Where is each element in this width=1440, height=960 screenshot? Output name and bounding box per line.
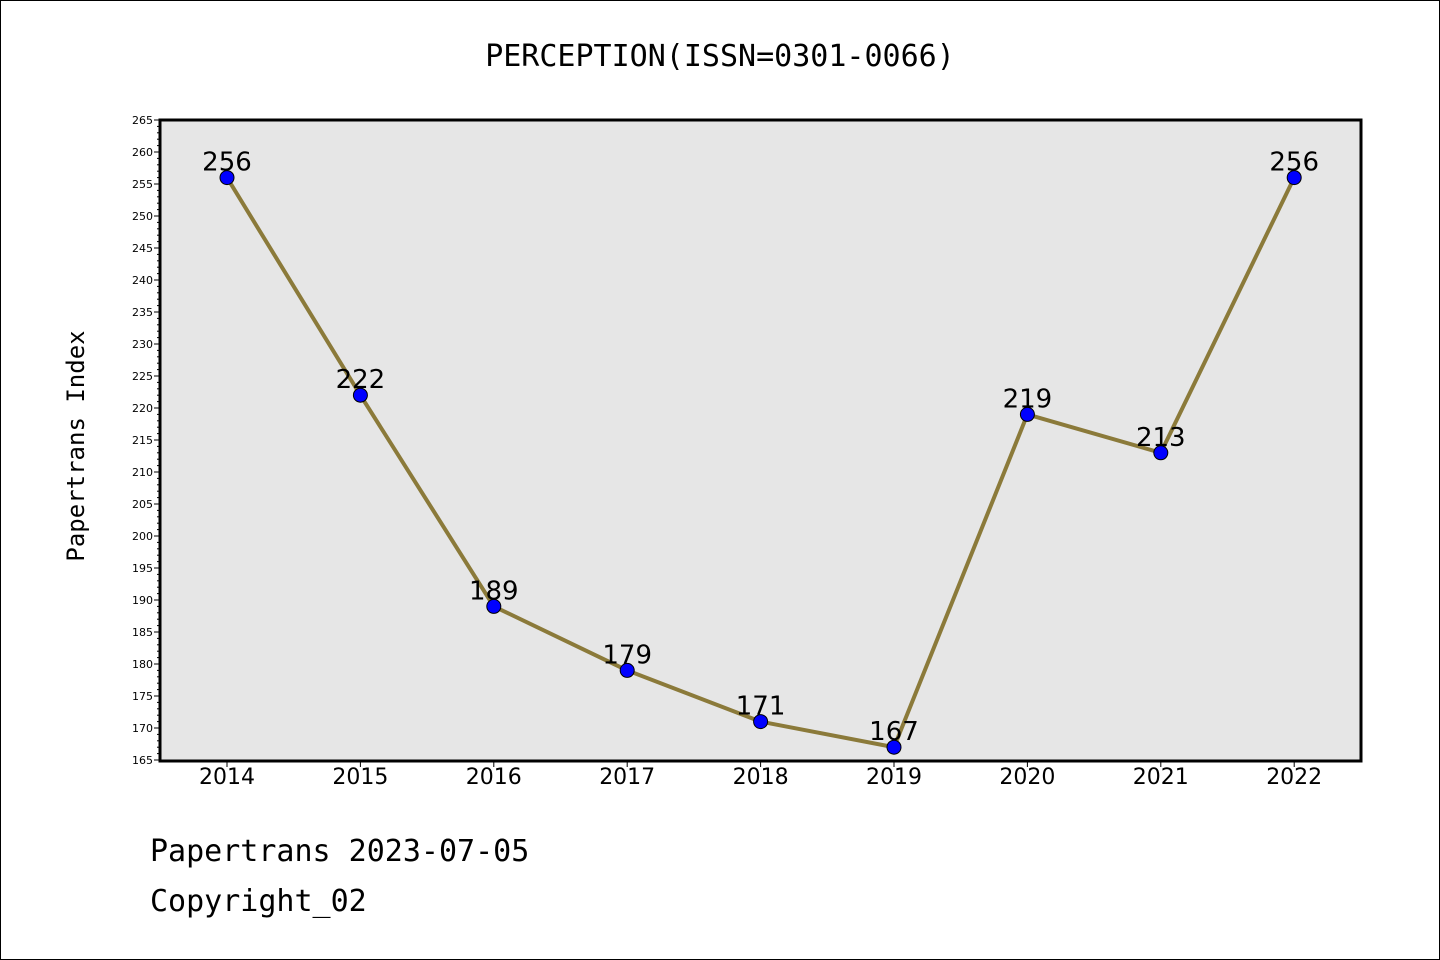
y-tick-label: 185 bbox=[132, 626, 153, 639]
y-axis: 165 170 175 180 185 190 195 200 205 210 215 220 225 2… bbox=[132, 114, 160, 767]
y-tick-label: 165 bbox=[132, 754, 153, 767]
y-tick-label: 200 bbox=[132, 530, 153, 543]
data-label: 222 bbox=[336, 365, 386, 395]
data-label: 256 bbox=[1269, 148, 1319, 178]
x-axis: 2014 2015 2016 2017 2018 2019 2020 2021 2022 bbox=[199, 761, 1322, 790]
y-tick-label: 175 bbox=[132, 690, 153, 703]
y-tick-label: 180 bbox=[132, 658, 153, 671]
data-label: 213 bbox=[1136, 423, 1186, 453]
x-tick-label: 2016 bbox=[466, 765, 522, 790]
footer-copyright: Copyright_02 bbox=[150, 884, 367, 919]
x-tick-label: 2014 bbox=[199, 765, 255, 790]
data-point-marker bbox=[219, 170, 235, 186]
data-label: 256 bbox=[202, 148, 252, 178]
y-axis-label: Papertrans Index bbox=[62, 330, 90, 561]
y-tick-label: 235 bbox=[132, 306, 153, 319]
data-label: 219 bbox=[1003, 384, 1053, 414]
data-point-marker bbox=[486, 598, 502, 614]
y-tick-label: 260 bbox=[132, 146, 153, 159]
y-tick-label: 205 bbox=[132, 498, 153, 511]
y-tick-label: 190 bbox=[132, 594, 153, 607]
x-tick-label: 2019 bbox=[866, 765, 922, 790]
data-label: 167 bbox=[869, 717, 919, 747]
y-tick-label: 230 bbox=[132, 338, 153, 351]
data-point-marker bbox=[1153, 445, 1169, 461]
data-point-marker bbox=[753, 714, 769, 730]
data-point-marker bbox=[352, 387, 368, 403]
y-tick-label: 220 bbox=[132, 402, 153, 415]
data-point-marker bbox=[1286, 170, 1302, 186]
data-label: 189 bbox=[469, 576, 519, 606]
y-tick-label: 195 bbox=[132, 562, 153, 575]
x-tick-label: 2022 bbox=[1266, 765, 1322, 790]
series-markers bbox=[219, 170, 1302, 755]
x-tick-label: 2015 bbox=[332, 765, 388, 790]
y-tick-label: 265 bbox=[132, 114, 153, 127]
x-tick-label: 2021 bbox=[1133, 765, 1189, 790]
y-tick-label: 240 bbox=[132, 274, 153, 287]
y-tick-label: 225 bbox=[132, 370, 153, 383]
y-tick-label: 215 bbox=[132, 434, 153, 447]
data-label: 179 bbox=[602, 640, 652, 670]
x-tick-label: 2017 bbox=[599, 765, 655, 790]
data-point-marker bbox=[886, 739, 902, 755]
y-tick-label: 255 bbox=[132, 178, 153, 191]
footer-date: Papertrans 2023-07-05 bbox=[150, 834, 530, 869]
plot-area bbox=[158, 118, 1363, 763]
chart-title: PERCEPTION(ISSN=0301-0066) bbox=[485, 39, 955, 74]
data-labels: 256 222 189 179 171 167 219 213 256 bbox=[202, 148, 1319, 748]
x-tick-label: 2018 bbox=[733, 765, 789, 790]
y-tick-label: 170 bbox=[132, 722, 153, 735]
y-tick-label: 245 bbox=[132, 242, 153, 255]
data-point-marker bbox=[1019, 406, 1035, 422]
y-tick-label: 250 bbox=[132, 210, 153, 223]
data-label: 171 bbox=[736, 692, 786, 722]
data-point-marker bbox=[619, 662, 635, 678]
x-tick-label: 2020 bbox=[999, 765, 1055, 790]
y-tick-label: 210 bbox=[132, 466, 153, 479]
